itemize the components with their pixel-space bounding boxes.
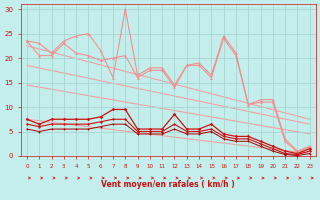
- X-axis label: Vent moyen/en rafales ( km/h ): Vent moyen/en rafales ( km/h ): [101, 180, 235, 189]
